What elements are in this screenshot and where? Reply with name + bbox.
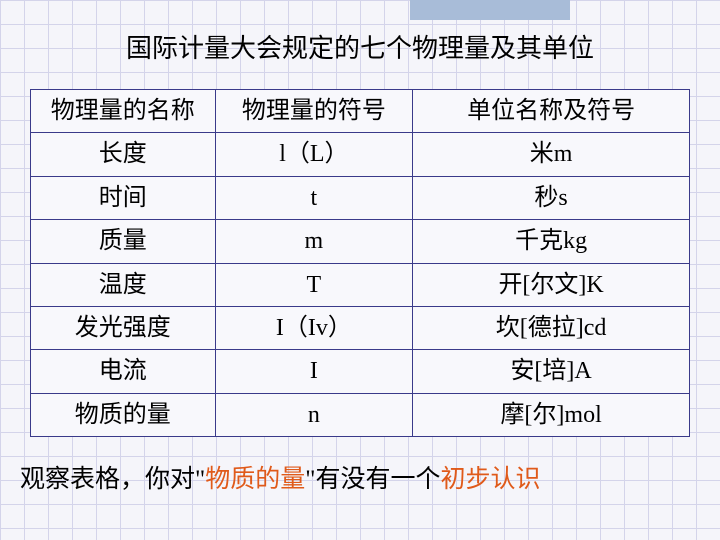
cell-unit: 开[尔文]K (413, 263, 690, 306)
cell-name: 温度 (31, 263, 216, 306)
page-title: 国际计量大会规定的七个物理量及其单位 (0, 28, 720, 65)
cell-name: 时间 (31, 176, 216, 219)
col-header-unit: 单位名称及符号 (413, 90, 690, 133)
prompt-highlight2: 初步认识 (440, 466, 540, 493)
table-row: 物质的量 n 摩[尔]mol (31, 393, 690, 436)
col-header-name: 物理量的名称 (31, 90, 216, 133)
slide: 国际计量大会规定的七个物理量及其单位 物理量的名称 物理量的符号 单位名称及符号… (0, 0, 720, 540)
table-body: 长度 l（L） 米m 时间 t 秒s 质量 m 千克kg 温度 T 开[ (31, 133, 690, 437)
prompt-part1: 观察表格，你对" (20, 466, 205, 493)
cell-symbol: I（Iv） (215, 306, 413, 349)
table-row: 电流 I 安[培]A (31, 350, 690, 393)
table-row: 长度 l（L） 米m (31, 133, 690, 176)
cell-unit: 米m (413, 133, 690, 176)
table-header-row: 物理量的名称 物理量的符号 单位名称及符号 (31, 90, 690, 133)
cell-symbol: l（L） (215, 133, 413, 176)
prompt-highlight1: 物质的量 (205, 466, 305, 493)
units-table-wrap: 物理量的名称 物理量的符号 单位名称及符号 长度 l（L） 米m 时间 t 秒s… (30, 89, 690, 437)
cell-symbol: I (215, 350, 413, 393)
table-row: 温度 T 开[尔文]K (31, 263, 690, 306)
table-row: 时间 t 秒s (31, 176, 690, 219)
cell-symbol: n (215, 393, 413, 436)
cell-name: 质量 (31, 220, 216, 263)
cell-unit: 安[培]A (413, 350, 690, 393)
prompt-part2: "有没有一个 (305, 466, 440, 493)
cell-unit: 秒s (413, 176, 690, 219)
table-row: 发光强度 I（Iv） 坎[德拉]cd (31, 306, 690, 349)
cell-name: 发光强度 (31, 306, 216, 349)
cell-name: 物质的量 (31, 393, 216, 436)
table-row: 质量 m 千克kg (31, 220, 690, 263)
cell-symbol: m (215, 220, 413, 263)
cell-symbol: t (215, 176, 413, 219)
cell-unit: 摩[尔]mol (413, 393, 690, 436)
cell-name: 长度 (31, 133, 216, 176)
cell-unit: 千克kg (413, 220, 690, 263)
units-table: 物理量的名称 物理量的符号 单位名称及符号 长度 l（L） 米m 时间 t 秒s… (30, 89, 690, 437)
prompt-text: 观察表格，你对"物质的量"有没有一个初步认识 (20, 459, 700, 495)
col-header-symbol: 物理量的符号 (215, 90, 413, 133)
cell-unit: 坎[德拉]cd (413, 306, 690, 349)
cell-symbol: T (215, 263, 413, 306)
cell-name: 电流 (31, 350, 216, 393)
